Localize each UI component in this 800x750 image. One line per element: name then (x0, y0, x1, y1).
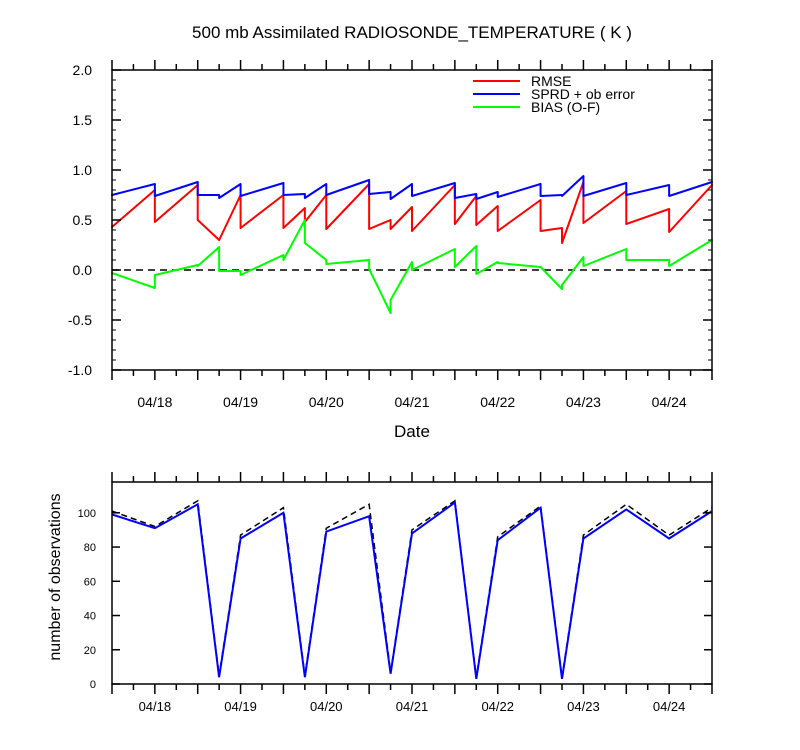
x-tick-label: 04/21 (394, 394, 429, 410)
y-axis-label: number of observations (47, 493, 64, 660)
series-segment (239, 182, 285, 197)
series-segment (668, 181, 713, 197)
top-chart: 500 mb Assimilated RADIOSONDE_TEMPERATUR… (68, 23, 713, 441)
top-plot-area: -1.0 -0.5 0.0 0.5 1.0 1.5 2.0 04/18 04/19 04/20 04… (68, 60, 713, 410)
series-segment (561, 175, 585, 197)
series-segment (411, 248, 456, 271)
series-segment (539, 227, 563, 232)
x-tick-label: 04/22 (481, 699, 514, 714)
series-segment (561, 181, 585, 244)
series-segment (411, 184, 456, 232)
series-segment (153, 181, 199, 197)
series-segment (496, 183, 542, 198)
series-segment (303, 183, 328, 199)
series-segment (196, 246, 221, 267)
series-segment (496, 262, 542, 268)
series-segment (582, 182, 628, 197)
bottom-plot-area: 0 20 40 60 80 100 04/18 04/19 04/20 04/21 04/22 04/… (78, 472, 713, 714)
series-segment (453, 193, 478, 199)
series-segment (411, 182, 456, 197)
series-segment (282, 193, 306, 196)
series-segment (111, 272, 156, 289)
series-segment (475, 205, 499, 226)
series-segment (475, 261, 499, 275)
x-tick-label: 04/23 (566, 394, 601, 410)
y-tick-label: 20 (84, 645, 96, 657)
legend-label: SPRD + ob error (531, 86, 635, 102)
series-segment (325, 259, 371, 265)
y-tick-label: 0.0 (73, 262, 93, 278)
x-tick-label: 04/19 (223, 394, 258, 410)
series-segment (625, 184, 671, 196)
series-segment (389, 261, 413, 301)
series-segment (239, 254, 285, 276)
series-segment (453, 195, 478, 225)
series-segment (303, 194, 328, 223)
series-segment (153, 264, 199, 276)
x-tick-label: 04/19 (224, 699, 257, 714)
x-tick-label: 04/24 (652, 394, 687, 410)
series-segment (625, 208, 671, 225)
legend-label: RMSE (531, 73, 571, 89)
series-segment (668, 239, 713, 267)
series-segment (196, 219, 221, 241)
y-tick-label: 1.0 (73, 162, 93, 178)
series-segment (368, 219, 392, 230)
x-tick-label: 04/18 (137, 394, 172, 410)
y-tick-label: 80 (84, 542, 96, 554)
series-segment (282, 219, 306, 261)
series-sprd-ob-error (111, 175, 713, 200)
series-segment (325, 179, 371, 196)
series-possible (111, 499, 713, 678)
y-tick-label: 0 (90, 679, 96, 691)
y-tick-label: 1.5 (73, 112, 93, 128)
series-segment (582, 248, 628, 267)
x-tick-label: 04/23 (567, 699, 600, 714)
series-segment (496, 199, 542, 232)
y-tick-label: -1.0 (68, 362, 92, 378)
y-tick-label: 40 (84, 611, 96, 623)
series-segment (539, 194, 563, 197)
series-segment (668, 184, 713, 233)
series-segment (111, 189, 156, 228)
series-segment (475, 191, 499, 200)
x-tick-label: 04/20 (310, 699, 343, 714)
series-segment (282, 207, 306, 229)
series-segment (153, 184, 199, 223)
x-tick-label: 04/20 (309, 394, 344, 410)
y-tick-label: -0.5 (68, 312, 92, 328)
series-segment (453, 245, 478, 268)
x-tick-label: 04/24 (653, 699, 686, 714)
x-tick-label: 04/21 (396, 699, 429, 714)
x-tick-label: 04/22 (480, 394, 515, 410)
series-segment (561, 256, 585, 286)
series-bias-o-f (111, 219, 713, 314)
x-tick-label: 04/18 (139, 699, 172, 714)
series-segment (389, 206, 413, 230)
legend-label: BIAS (O-F) (531, 99, 600, 115)
series-segment (389, 183, 413, 200)
chart-title: 500 mb Assimilated RADIOSONDE_TEMPERATUR… (192, 23, 632, 42)
x-axis-label: Date (394, 422, 430, 441)
series-segment (368, 268, 392, 314)
series-segment (239, 194, 285, 229)
series-segment (303, 242, 328, 261)
series-segment (325, 183, 371, 230)
series-segment (582, 190, 628, 224)
y-tick-label: 0.5 (73, 212, 93, 228)
bottom-chart: 0 20 40 60 80 100 04/18 04/19 04/20 04/21 04/22 04/… (47, 472, 713, 714)
y-tick-label: 100 (78, 508, 96, 520)
series-segment (368, 191, 392, 195)
series-segment (218, 194, 242, 241)
y-tick-label: 2.0 (73, 62, 93, 78)
series-segment (111, 183, 156, 196)
series-segment (539, 266, 563, 290)
series-assimilated (111, 500, 713, 680)
series-segment (218, 183, 242, 199)
y-tick-label: 60 (84, 576, 96, 588)
